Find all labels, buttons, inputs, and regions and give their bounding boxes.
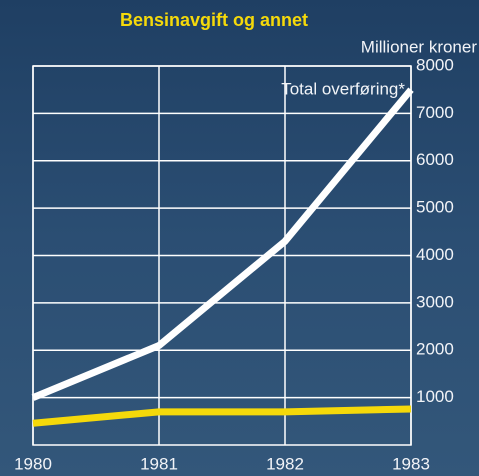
y-tick-label: 6000 xyxy=(416,150,454,169)
series-line xyxy=(32,405,412,427)
x-tick-label: 1980 xyxy=(14,454,52,473)
series-label: Total overføring* xyxy=(281,79,405,98)
y-tick-label: 3000 xyxy=(416,292,454,311)
x-tick-label: 1982 xyxy=(266,454,304,473)
series-line xyxy=(31,87,414,401)
y-axis-label: Millioner kroner xyxy=(361,37,478,56)
y-tick-label: 2000 xyxy=(416,340,454,359)
y-tick-label: 4000 xyxy=(416,245,454,264)
x-tick-label: 1981 xyxy=(140,454,178,473)
y-tick-label: 7000 xyxy=(416,103,454,122)
y-tick-label: 1000 xyxy=(416,387,454,406)
y-tick-label: 5000 xyxy=(416,198,454,217)
chart-title: Bensinavgift og annet xyxy=(120,10,308,30)
y-tick-label: 8000 xyxy=(416,55,454,74)
x-tick-label: 1983 xyxy=(392,454,430,473)
